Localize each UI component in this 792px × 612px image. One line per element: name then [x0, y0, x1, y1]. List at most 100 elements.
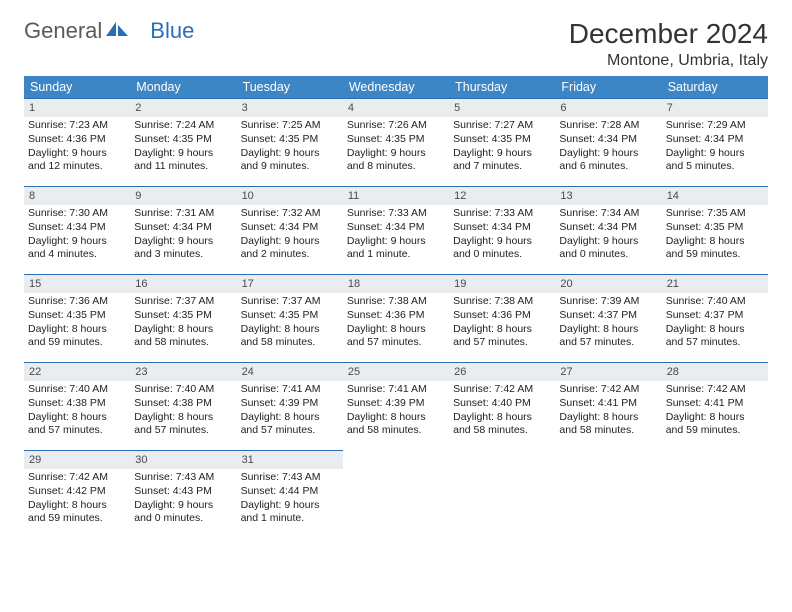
calendar-cell: 3Sunrise: 7:25 AMSunset: 4:35 PMDaylight… [237, 98, 343, 186]
cell-day2: and 57 minutes. [453, 336, 551, 350]
cell-sunrise: Sunrise: 7:29 AM [666, 119, 764, 133]
day-number: 23 [130, 362, 236, 381]
calendar-body: 1Sunrise: 7:23 AMSunset: 4:36 PMDaylight… [24, 98, 768, 538]
cell-sunset: Sunset: 4:35 PM [28, 309, 126, 323]
cell-day2: and 58 minutes. [347, 424, 445, 438]
cell-day1: Daylight: 8 hours [453, 323, 551, 337]
cell-day2: and 2 minutes. [241, 248, 339, 262]
cell-day2: and 3 minutes. [134, 248, 232, 262]
calendar-row: 8Sunrise: 7:30 AMSunset: 4:34 PMDaylight… [24, 186, 768, 274]
cell-day2: and 57 minutes. [134, 424, 232, 438]
cell-day2: and 58 minutes. [453, 424, 551, 438]
cell-day2: and 12 minutes. [28, 160, 126, 174]
cell-sunset: Sunset: 4:34 PM [347, 221, 445, 235]
cell-day1: Daylight: 8 hours [559, 411, 657, 425]
cell-day1: Daylight: 8 hours [666, 411, 764, 425]
cell-day1: Daylight: 9 hours [241, 147, 339, 161]
calendar-cell: 7Sunrise: 7:29 AMSunset: 4:34 PMDaylight… [662, 98, 768, 186]
day-number: 10 [237, 186, 343, 205]
cell-sunset: Sunset: 4:38 PM [134, 397, 232, 411]
calendar-cell: 2Sunrise: 7:24 AMSunset: 4:35 PMDaylight… [130, 98, 236, 186]
calendar-cell: . [343, 450, 449, 538]
dayhead-sun: Sunday [24, 76, 130, 98]
cell-sunrise: Sunrise: 7:43 AM [241, 471, 339, 485]
calendar-row: 29Sunrise: 7:42 AMSunset: 4:42 PMDayligh… [24, 450, 768, 538]
calendar-cell: 15Sunrise: 7:36 AMSunset: 4:35 PMDayligh… [24, 274, 130, 362]
cell-sunset: Sunset: 4:34 PM [666, 133, 764, 147]
calendar-row: 22Sunrise: 7:40 AMSunset: 4:38 PMDayligh… [24, 362, 768, 450]
cell-day2: and 59 minutes. [666, 248, 764, 262]
calendar-cell: 31Sunrise: 7:43 AMSunset: 4:44 PMDayligh… [237, 450, 343, 538]
cell-day2: and 58 minutes. [134, 336, 232, 350]
dayhead-fri: Friday [555, 76, 661, 98]
cell-day1: Daylight: 9 hours [559, 147, 657, 161]
cell-sunset: Sunset: 4:36 PM [453, 309, 551, 323]
day-number: 13 [555, 186, 661, 205]
cell-sunset: Sunset: 4:39 PM [241, 397, 339, 411]
cell-sunrise: Sunrise: 7:42 AM [666, 383, 764, 397]
cell-sunrise: Sunrise: 7:39 AM [559, 295, 657, 309]
brand-part1: General [24, 18, 102, 44]
cell-sunrise: Sunrise: 7:36 AM [28, 295, 126, 309]
day-number: 31 [237, 450, 343, 469]
day-number: 11 [343, 186, 449, 205]
day-number: 12 [449, 186, 555, 205]
calendar-cell: 29Sunrise: 7:42 AMSunset: 4:42 PMDayligh… [24, 450, 130, 538]
dayhead-thu: Thursday [449, 76, 555, 98]
day-number: 19 [449, 274, 555, 293]
cell-sunset: Sunset: 4:37 PM [666, 309, 764, 323]
cell-sunrise: Sunrise: 7:30 AM [28, 207, 126, 221]
cell-day1: Daylight: 8 hours [347, 411, 445, 425]
location-text: Montone, Umbria, Italy [569, 52, 768, 70]
cell-sunset: Sunset: 4:35 PM [241, 309, 339, 323]
cell-sunset: Sunset: 4:34 PM [28, 221, 126, 235]
cell-day1: Daylight: 9 hours [134, 147, 232, 161]
cell-day1: Daylight: 9 hours [453, 235, 551, 249]
day-number: 20 [555, 274, 661, 293]
day-number: 22 [24, 362, 130, 381]
cell-sunrise: Sunrise: 7:34 AM [559, 207, 657, 221]
cell-day1: Daylight: 9 hours [347, 235, 445, 249]
day-number: 17 [237, 274, 343, 293]
day-number: 14 [662, 186, 768, 205]
day-number: 24 [237, 362, 343, 381]
calendar-cell: 16Sunrise: 7:37 AMSunset: 4:35 PMDayligh… [130, 274, 236, 362]
calendar-cell: 26Sunrise: 7:42 AMSunset: 4:40 PMDayligh… [449, 362, 555, 450]
day-header-row: Sunday Monday Tuesday Wednesday Thursday… [24, 76, 768, 98]
day-number: 7 [662, 98, 768, 117]
day-number: 4 [343, 98, 449, 117]
dayhead-wed: Wednesday [343, 76, 449, 98]
day-number: 3 [237, 98, 343, 117]
day-number: 26 [449, 362, 555, 381]
cell-day1: Daylight: 8 hours [666, 323, 764, 337]
calendar-cell: 6Sunrise: 7:28 AMSunset: 4:34 PMDaylight… [555, 98, 661, 186]
calendar-cell: . [449, 450, 555, 538]
cell-day1: Daylight: 8 hours [134, 411, 232, 425]
title-block: December 2024 Montone, Umbria, Italy [569, 18, 768, 70]
day-number: 2 [130, 98, 236, 117]
cell-sunrise: Sunrise: 7:41 AM [241, 383, 339, 397]
cell-sunset: Sunset: 4:35 PM [241, 133, 339, 147]
calendar-cell: 11Sunrise: 7:33 AMSunset: 4:34 PMDayligh… [343, 186, 449, 274]
day-number: 21 [662, 274, 768, 293]
day-number: 30 [130, 450, 236, 469]
cell-sunrise: Sunrise: 7:42 AM [28, 471, 126, 485]
calendar-row: 1Sunrise: 7:23 AMSunset: 4:36 PMDaylight… [24, 98, 768, 186]
cell-sunrise: Sunrise: 7:24 AM [134, 119, 232, 133]
cell-sunset: Sunset: 4:35 PM [666, 221, 764, 235]
cell-sunset: Sunset: 4:34 PM [134, 221, 232, 235]
day-number: 16 [130, 274, 236, 293]
cell-sunset: Sunset: 4:35 PM [453, 133, 551, 147]
calendar-cell: 22Sunrise: 7:40 AMSunset: 4:38 PMDayligh… [24, 362, 130, 450]
calendar-cell: 17Sunrise: 7:37 AMSunset: 4:35 PMDayligh… [237, 274, 343, 362]
calendar-cell: . [662, 450, 768, 538]
cell-sunset: Sunset: 4:44 PM [241, 485, 339, 499]
day-number: 6 [555, 98, 661, 117]
cell-day1: Daylight: 8 hours [347, 323, 445, 337]
cell-day1: Daylight: 8 hours [559, 323, 657, 337]
page-title: December 2024 [569, 18, 768, 50]
calendar-row: 15Sunrise: 7:36 AMSunset: 4:35 PMDayligh… [24, 274, 768, 362]
cell-day1: Daylight: 8 hours [241, 323, 339, 337]
brand-logo: General Blue [24, 18, 194, 44]
day-number: 28 [662, 362, 768, 381]
